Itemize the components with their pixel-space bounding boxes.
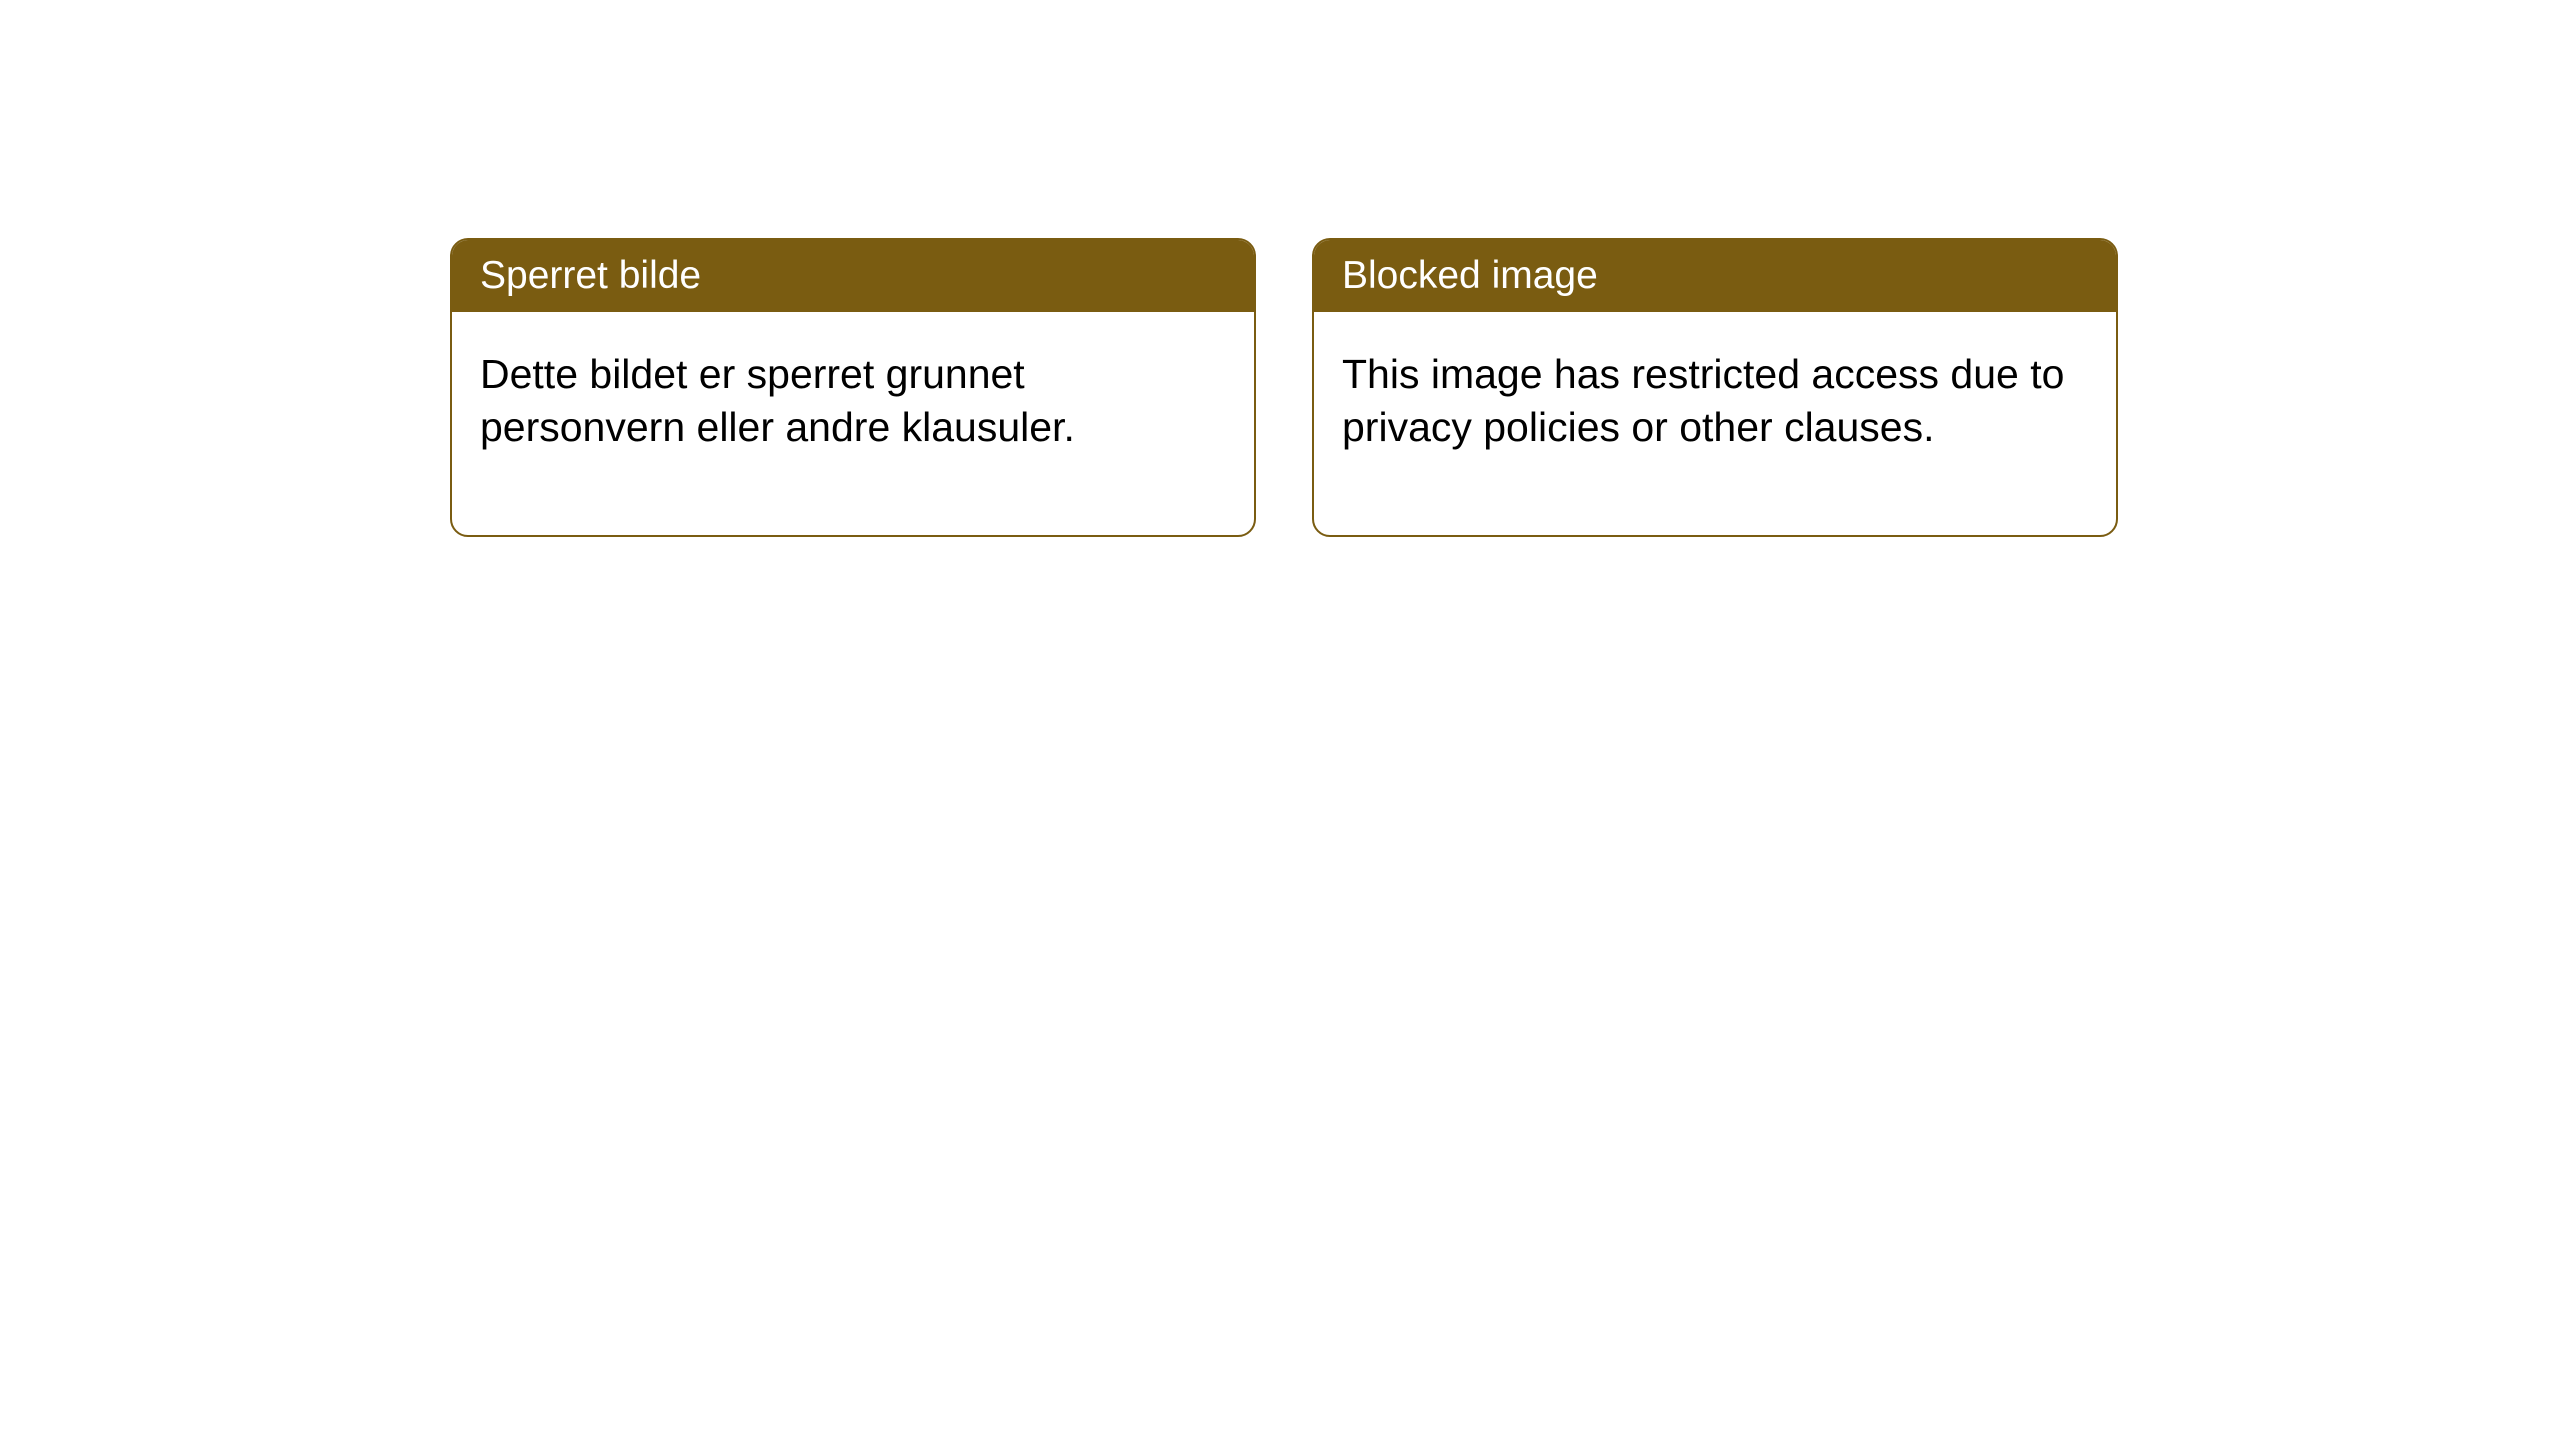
card-header-english: Blocked image: [1314, 240, 2116, 312]
blocked-image-card-english: Blocked image This image has restricted …: [1312, 238, 2118, 537]
card-header-norwegian: Sperret bilde: [452, 240, 1254, 312]
blocked-image-card-norwegian: Sperret bilde Dette bildet er sperret gr…: [450, 238, 1256, 537]
card-title-norwegian: Sperret bilde: [480, 254, 701, 297]
card-body-norwegian: Dette bildet er sperret grunnet personve…: [452, 312, 1254, 535]
card-body-english: This image has restricted access due to …: [1314, 312, 2116, 535]
card-message-norwegian: Dette bildet er sperret grunnet personve…: [480, 351, 1075, 450]
card-title-english: Blocked image: [1342, 254, 1598, 297]
blocked-image-notices: Sperret bilde Dette bildet er sperret gr…: [450, 238, 2118, 537]
card-message-english: This image has restricted access due to …: [1342, 351, 2064, 450]
